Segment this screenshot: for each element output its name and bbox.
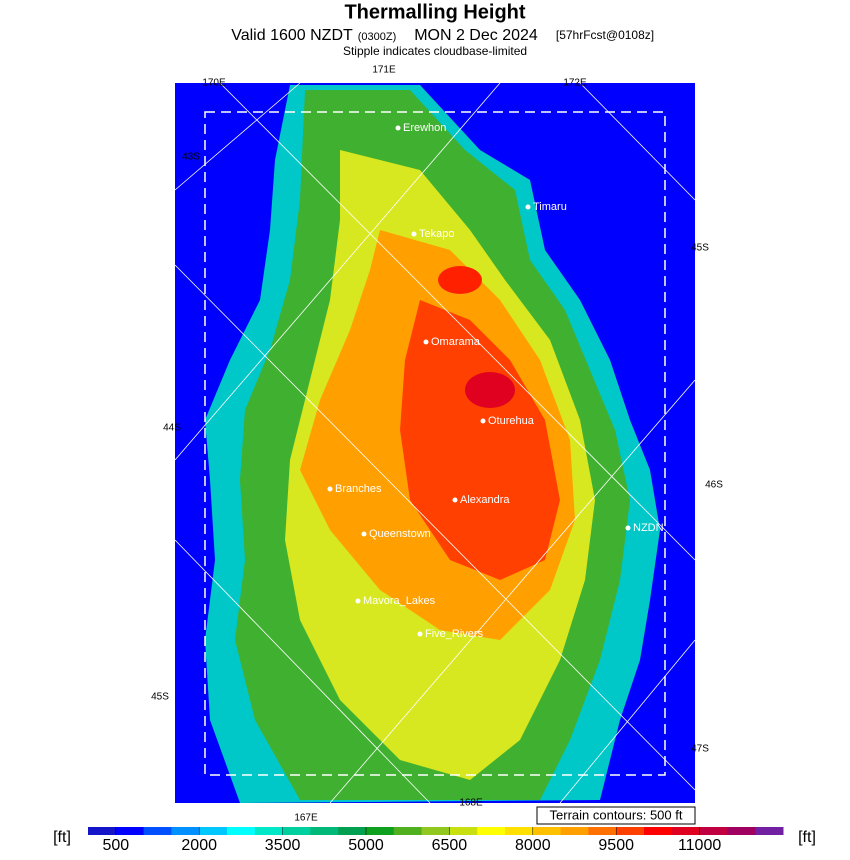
forecast: [57hrFcst@0108z] — [556, 28, 654, 42]
place-marker — [525, 204, 531, 210]
land-peak — [438, 266, 482, 294]
colorbar-label: 5000 — [348, 837, 384, 854]
colorbar-bin — [449, 827, 478, 835]
land-top — [400, 300, 560, 580]
graticule-label: 168E — [459, 798, 483, 809]
colorbar-label: 11000 — [678, 837, 721, 854]
place-marker — [355, 598, 361, 604]
colorbar-bin — [88, 827, 117, 835]
colorbar-bin — [310, 827, 339, 835]
graticule-label: 171E — [372, 65, 396, 76]
colorbar-label: 3500 — [265, 837, 301, 854]
colorbar-bin — [254, 827, 284, 835]
colorbar-bin — [477, 827, 506, 835]
place-marker — [480, 418, 486, 424]
colorbar-bin — [421, 827, 450, 835]
colorbar-bin — [505, 827, 534, 835]
colorbar-label: 8000 — [515, 837, 551, 854]
terrain-note: Terrain contours: 500 ft — [550, 807, 683, 822]
colorbar-bin — [532, 827, 562, 835]
domain-box — [204, 111, 666, 776]
land-peak — [465, 372, 515, 408]
place-marker — [452, 497, 458, 503]
colorbar-bin — [282, 827, 311, 835]
colorbar-bin — [755, 827, 784, 835]
map — [174, 82, 696, 804]
unit-left: [ft] — [53, 829, 71, 846]
graticule-label: 45S — [691, 243, 709, 254]
terrain-box — [536, 806, 696, 825]
place-label: Tekapo — [419, 228, 454, 240]
place-label: Omarama — [431, 336, 481, 348]
title: Thermalling Height — [344, 1, 525, 23]
graticule-label: 172E — [563, 78, 587, 89]
colorbar-bin — [199, 827, 228, 835]
colorbar-bin — [171, 827, 200, 835]
graticule-label: 47S — [691, 744, 709, 755]
colorbar-bin — [366, 827, 395, 835]
place-marker — [411, 231, 417, 237]
place-label: Mavora_Lakes — [363, 595, 436, 607]
unit-right: [ft] — [798, 829, 816, 846]
colorbar-bin — [560, 827, 589, 835]
colorbar-bin — [588, 827, 617, 835]
graticule-label: 170E — [202, 78, 226, 89]
graticule-label: 46S — [705, 480, 723, 491]
note: Stipple indicates cloudbase-limited — [343, 44, 527, 58]
colorbar-label: 9500 — [598, 837, 634, 854]
place-label: Branches — [335, 483, 382, 495]
valid: Valid 1600 NZDT — [231, 27, 353, 44]
colorbar-bin — [644, 827, 673, 835]
graticule-label: 43S — [182, 152, 200, 163]
place-label: Erewhon — [403, 122, 446, 134]
graticule-label: 167E — [294, 813, 318, 824]
date: MON 2 Dec 2024 — [414, 27, 538, 44]
graticule-label: 44S — [163, 423, 181, 434]
place-label: Queenstown — [369, 528, 431, 540]
graticule-lines — [174, 82, 696, 804]
colorbar-bin — [115, 827, 145, 835]
colorbar-bin — [393, 827, 423, 835]
colorbar-label: 2000 — [181, 837, 217, 854]
place-marker — [327, 486, 333, 492]
place-marker — [625, 525, 631, 531]
place-marker — [417, 631, 423, 637]
place-label: Oturehua — [488, 415, 535, 427]
colorbar-bin — [338, 827, 367, 835]
graticule-label: 45S — [151, 692, 169, 703]
colorbar-label: 6500 — [432, 837, 468, 854]
place-marker — [423, 339, 429, 345]
place-marker — [361, 531, 367, 537]
colorbar-bin — [227, 827, 256, 835]
colorbar-bin — [616, 827, 645, 835]
place-label: Timaru — [533, 201, 567, 213]
place-label: Alexandra — [460, 494, 510, 506]
colorbar-bin — [671, 827, 701, 835]
place-marker — [395, 125, 401, 131]
place-label: Five_Rivers — [425, 628, 484, 640]
zulu: (0300Z) — [358, 31, 397, 43]
colorbar-label: 500 — [102, 837, 129, 854]
colorbar-bin — [727, 827, 756, 835]
place-label: NZDN — [633, 522, 664, 534]
colorbar-bin — [699, 827, 728, 835]
colorbar-bin — [143, 827, 172, 835]
